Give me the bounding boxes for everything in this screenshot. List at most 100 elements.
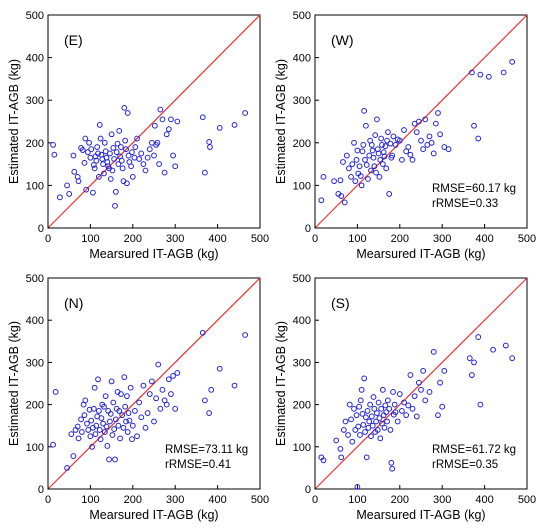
data-point	[153, 395, 160, 402]
data-point	[415, 379, 422, 386]
stat-annotation: RMSE=60.17 kg	[432, 183, 516, 195]
x-axis-label: Mearsured IT-AGB (kg)	[89, 247, 218, 261]
scatter-panel-s: 0 100 200 300 400 500 0 100 200 300 400 500 Mearsure…	[274, 273, 536, 522]
data-point	[101, 139, 108, 146]
data-point	[385, 129, 391, 136]
data-point	[101, 429, 108, 435]
data-point	[110, 399, 117, 406]
data-point	[118, 144, 124, 150]
data-point	[320, 457, 327, 464]
data-point	[379, 386, 386, 393]
data-point	[82, 135, 89, 142]
data-point	[509, 58, 516, 65]
data-point	[346, 165, 352, 172]
data-point	[116, 127, 123, 134]
data-point	[342, 418, 349, 425]
data-point	[426, 133, 433, 140]
data-point	[112, 456, 118, 463]
data-point	[159, 116, 166, 123]
data-point	[359, 148, 366, 155]
data-point	[379, 161, 386, 168]
data-point	[392, 409, 399, 416]
data-point	[108, 131, 115, 138]
data-point	[381, 153, 388, 160]
stat-annotation: RMSE=61.72 kg	[432, 444, 516, 456]
x-tick-label: 500	[251, 494, 269, 506]
data-point	[382, 143, 389, 150]
data-point	[364, 408, 371, 414]
data-point	[216, 124, 223, 131]
data-point	[125, 410, 132, 416]
data-point	[79, 429, 85, 435]
data-point	[356, 403, 362, 410]
data-point	[338, 193, 345, 199]
y-tick-label: 0	[305, 484, 311, 496]
data-point	[343, 152, 350, 159]
data-point	[144, 410, 151, 416]
data-point	[97, 135, 104, 142]
data-point	[112, 416, 119, 423]
data-point	[379, 142, 385, 148]
data-point	[50, 142, 56, 148]
x-tick-label: 500	[518, 494, 536, 506]
data-point	[201, 397, 208, 404]
data-point	[359, 410, 366, 417]
data-point	[109, 167, 116, 174]
y-tick-label: 200	[26, 400, 44, 412]
data-point	[124, 110, 131, 116]
data-point	[119, 412, 126, 419]
data-point	[390, 133, 397, 140]
y-tick-label: 400	[26, 53, 44, 65]
data-point	[107, 176, 114, 182]
data-point	[78, 416, 84, 423]
data-point	[485, 73, 492, 80]
data-point	[91, 165, 98, 172]
data-point	[231, 382, 238, 389]
data-point	[432, 120, 439, 127]
data-point	[116, 408, 123, 414]
data-point	[163, 401, 170, 408]
data-point	[121, 104, 128, 111]
data-point	[369, 422, 376, 429]
data-point	[365, 176, 371, 182]
data-point	[373, 418, 379, 425]
data-point	[148, 378, 155, 385]
data-point	[394, 418, 401, 425]
data-point	[216, 365, 223, 372]
data-point	[142, 424, 149, 431]
x-axis-label: Mearsured IT-AGB (kg)	[89, 508, 218, 522]
data-point	[132, 144, 139, 150]
data-point	[379, 420, 385, 427]
data-point	[106, 456, 112, 463]
data-point	[126, 417, 133, 424]
x-tick-label: 200	[124, 494, 142, 506]
data-point	[348, 416, 354, 423]
y-axis-label: Estimated IT-AGB (kg)	[274, 321, 288, 446]
x-tick-label: 400	[208, 233, 226, 245]
data-point	[477, 71, 484, 78]
y-tick-label: 300	[293, 357, 311, 369]
data-point	[387, 140, 394, 147]
data-point	[134, 433, 140, 440]
reference-line-1to1	[47, 14, 261, 229]
data-point	[83, 186, 90, 193]
data-point	[348, 173, 354, 180]
y-tick-label: 400	[293, 315, 311, 327]
data-point	[79, 147, 86, 153]
x-tick-label: 300	[433, 233, 451, 245]
scatter-panel-e: 0 100 200 300 400 500 0 100 200 300 400 500 Mearsure…	[7, 10, 269, 261]
data-point	[352, 427, 359, 433]
data-point	[50, 441, 56, 448]
data-point	[142, 167, 149, 174]
data-point	[407, 151, 414, 158]
data-point	[475, 334, 482, 340]
data-point	[93, 157, 100, 164]
data-point	[66, 191, 73, 197]
data-point	[403, 412, 410, 419]
data-point	[355, 423, 362, 430]
x-tick-label: 300	[166, 233, 184, 245]
data-point	[119, 165, 126, 172]
data-point	[231, 122, 238, 128]
stat-annotation: RMSE=73.11 kg	[165, 444, 248, 456]
data-point	[84, 420, 90, 427]
